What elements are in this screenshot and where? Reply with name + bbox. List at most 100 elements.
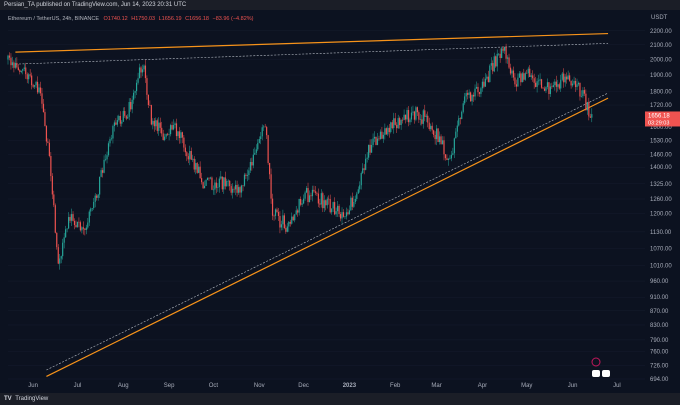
candle-body: [300, 198, 302, 205]
candle-body: [543, 88, 546, 91]
candle-body: [524, 73, 526, 80]
candle-body: [424, 110, 426, 117]
candle-body: [274, 209, 277, 216]
candle-body: [422, 110, 424, 124]
x-tick-label: Nov: [254, 383, 265, 389]
x-tick-label: Feb: [390, 383, 401, 389]
candle-body: [391, 122, 393, 129]
candle-body: [406, 110, 408, 120]
candle-body: [362, 168, 364, 174]
candle-body: [280, 224, 283, 228]
candle-body: [282, 215, 284, 225]
candle-body: [153, 120, 155, 127]
x-tick-label: May: [521, 383, 532, 389]
candle-body: [156, 120, 158, 131]
candle-body: [444, 154, 447, 159]
candle-body: [489, 65, 491, 83]
price-axis[interactable]: 2200.00 2100.00 2000.00 1900.00 1800.00 1720.…: [650, 29, 672, 383]
candle-body: [549, 86, 552, 94]
x-tick-label: Sep: [164, 383, 175, 389]
candle-body: [248, 170, 250, 176]
candle-body: [198, 166, 200, 173]
candle-body: [36, 81, 39, 93]
candle-body: [517, 77, 519, 87]
candle-body: [512, 70, 515, 78]
candle-body: [472, 94, 475, 97]
candle-body: [319, 203, 321, 205]
candle-body: [465, 93, 467, 97]
candle-body: [66, 228, 68, 230]
candle-body: [532, 75, 534, 79]
candle-body: [235, 184, 237, 190]
trendlines: [15, 32, 609, 377]
x-tick-label: Apr: [478, 383, 487, 389]
time-axis[interactable]: Jun Jul Aug Sep Oct Nov Dec 2023 Feb Mar Apr May Jun…: [28, 383, 620, 389]
candle-body: [72, 214, 74, 221]
earnings-flag-icon[interactable]: [592, 370, 600, 377]
candle-body: [498, 53, 500, 55]
candle-body: [226, 180, 228, 187]
candle-body: [530, 75, 532, 77]
candle-body: [369, 144, 371, 153]
price-chart[interactable]: 2200.00 2100.00 2000.00 1900.00 1800.00 1720.…: [0, 10, 680, 393]
x-tick-label: Jul: [613, 383, 621, 389]
candle-body: [583, 90, 586, 94]
candle-body: [447, 158, 450, 160]
candle-body: [189, 150, 191, 160]
candle-body: [458, 118, 460, 126]
candle-body: [589, 116, 591, 118]
candle-body: [90, 208, 92, 212]
candle-body: [515, 84, 518, 87]
event-markers[interactable]: [591, 357, 610, 377]
candle-body: [509, 67, 512, 74]
candle-body: [289, 221, 291, 224]
candle-body: [267, 135, 269, 163]
candle-body: [520, 73, 522, 83]
candle-body: [233, 188, 235, 190]
candle-body: [441, 140, 444, 145]
candle-body: [545, 87, 547, 91]
candle-body: [311, 189, 314, 197]
candle-body: [110, 138, 113, 140]
candle-body: [134, 91, 136, 93]
candle-body: [261, 127, 263, 137]
candle-body: [540, 79, 543, 88]
event-marker-icon[interactable]: [591, 357, 601, 367]
candle-body: [79, 222, 82, 231]
candle-body: [320, 193, 322, 205]
candle-body: [94, 195, 96, 202]
candle-body: [421, 119, 423, 124]
candle-body: [104, 159, 107, 160]
candle-body: [184, 147, 186, 153]
candle-body: [283, 215, 285, 229]
candle-body: [295, 210, 297, 215]
candle-body: [121, 121, 123, 124]
candle-body: [298, 198, 300, 213]
candle-body: [183, 137, 185, 148]
candle-body: [124, 111, 126, 116]
candle-body: [322, 193, 324, 209]
candle-body: [452, 153, 454, 155]
candle-body: [363, 168, 365, 170]
candle-body: [101, 170, 104, 173]
trendline-lower-dashed: [46, 92, 609, 371]
candle-body: [294, 214, 296, 221]
candle-body: [107, 143, 110, 156]
candle-body: [175, 123, 178, 137]
candle-body: [551, 86, 553, 88]
candle-body: [487, 76, 489, 83]
candle-body: [455, 131, 457, 139]
candle-body: [88, 211, 90, 223]
candle-body: [483, 81, 485, 87]
candle-body: [260, 136, 262, 140]
candle-body: [31, 75, 33, 86]
candle-body: [169, 125, 172, 135]
candle-body: [201, 178, 203, 183]
dividend-flag-icon[interactable]: [602, 370, 610, 377]
candle-body: [99, 176, 101, 195]
candle-body: [328, 198, 330, 200]
candle-body: [502, 48, 504, 51]
candle-body: [481, 81, 484, 89]
y-tick-label: 1400.00: [650, 165, 672, 171]
trendline-upper: [15, 32, 609, 53]
